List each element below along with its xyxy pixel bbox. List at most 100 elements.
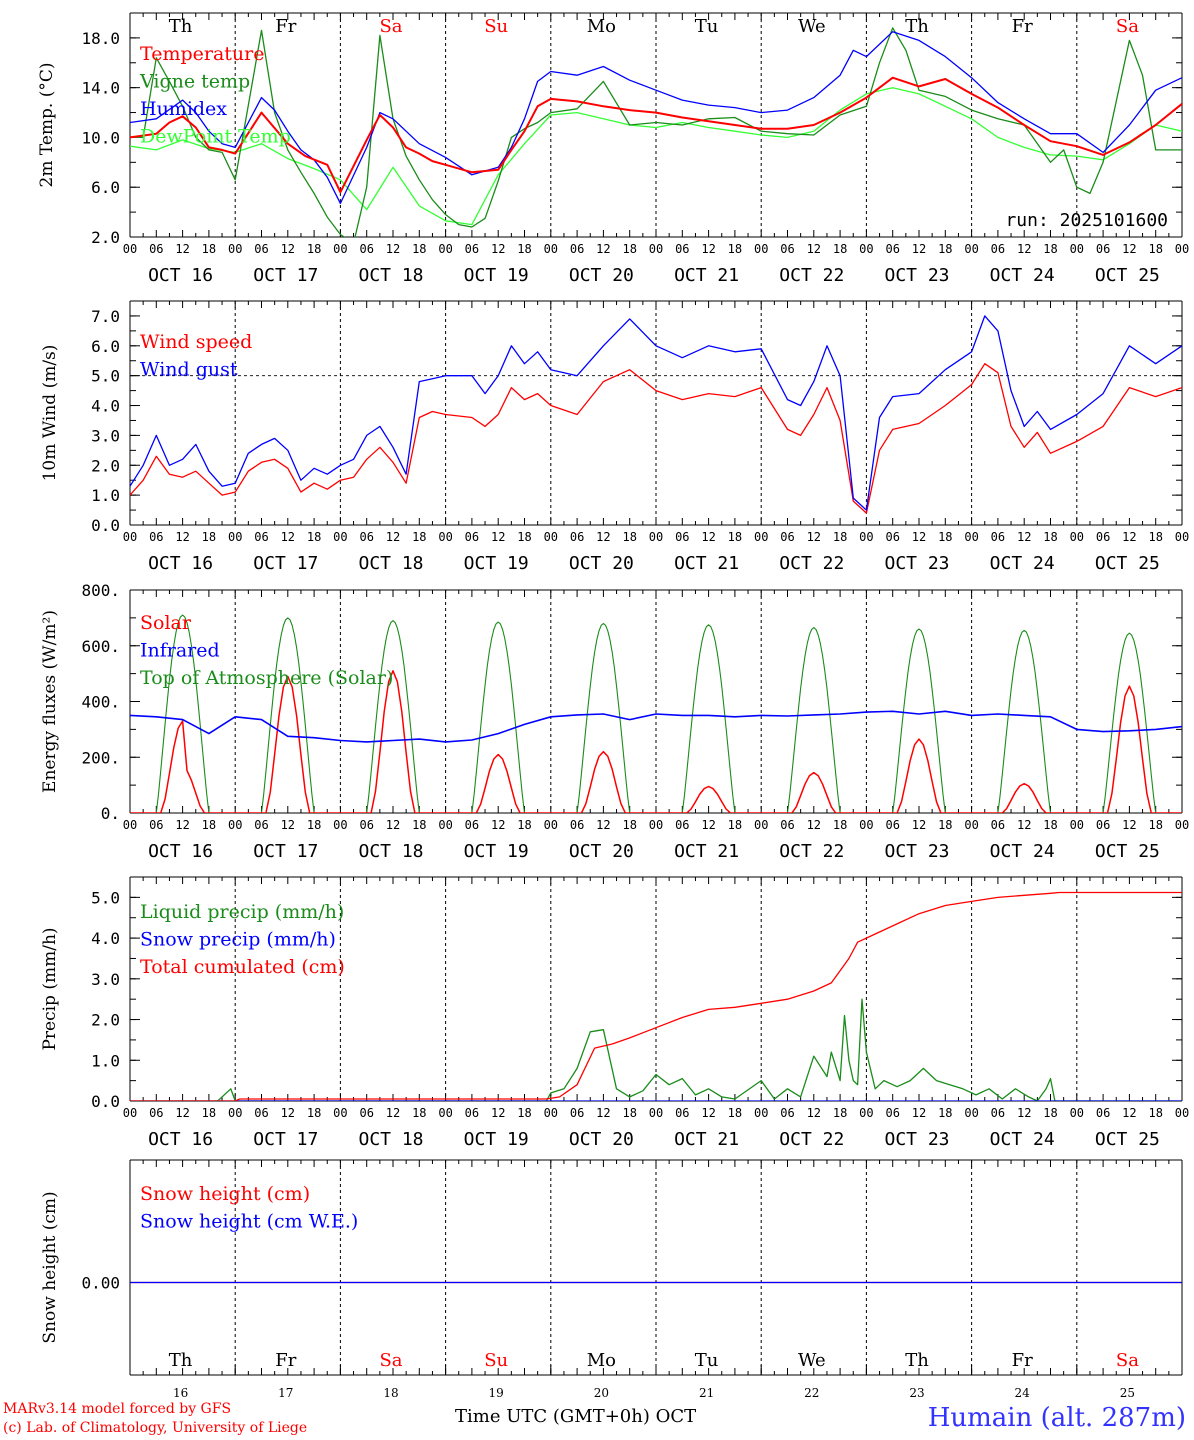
x-hour-label: 12 [1122, 818, 1136, 832]
x-hour-label: 00 [964, 530, 978, 544]
x-hour-label: 12 [386, 242, 400, 256]
x-hour-label: 06 [780, 1106, 794, 1120]
x-hour-label: 06 [254, 1106, 268, 1120]
x-hour-label: 00 [1175, 530, 1189, 544]
x-hour-label: 12 [596, 818, 610, 832]
x-hour-label: 06 [465, 242, 479, 256]
x-hour-label: 00 [754, 1106, 768, 1120]
day-of-week-label: We [798, 1350, 826, 1371]
x-date-label: OCT 21 [674, 265, 739, 286]
x-date-label: OCT 23 [884, 841, 949, 862]
y-tick-label: 1.0 [91, 1051, 120, 1070]
day-number-label: 25 [1120, 1386, 1135, 1400]
x-hour-label: 18 [938, 530, 952, 544]
x-hour-label: 18 [307, 242, 321, 256]
x-hour-label: 12 [491, 530, 505, 544]
day-of-week-label: Th [905, 1350, 929, 1371]
legend-entry: Snow height (cm) [140, 1183, 310, 1205]
y-tick-label: 0. [101, 804, 120, 823]
x-hour-label: 12 [1122, 242, 1136, 256]
x-hour-label: 12 [175, 530, 189, 544]
x-hour-label: 12 [1017, 1106, 1031, 1120]
y-tick-label: 10.0 [81, 128, 120, 147]
x-hour-label: 06 [149, 530, 163, 544]
legend-entry: Vigne temp [139, 71, 250, 93]
legend-entry: Liquid precip (mm/h) [140, 901, 344, 923]
legend-entry: Wind speed [140, 331, 252, 353]
y-tick-label: 600. [81, 637, 120, 656]
x-hour-label: 18 [622, 530, 636, 544]
x-hour-label: 12 [175, 818, 189, 832]
x-hour-label: 18 [202, 530, 216, 544]
x-date-label: OCT 19 [464, 553, 529, 574]
x-hour-label: 12 [386, 818, 400, 832]
day-of-week-label: Su [484, 16, 508, 37]
x-hour-label: 06 [885, 1106, 899, 1120]
y-axis-title: 2m Temp. (°C) [37, 62, 57, 187]
x-hour-label: 18 [412, 1106, 426, 1120]
day-number-label: 17 [278, 1386, 293, 1400]
x-hour-label: 00 [649, 1106, 663, 1120]
x-date-label: OCT 18 [358, 1129, 423, 1150]
x-hour-label: 06 [1096, 818, 1110, 832]
legend-entry: DewPoint Temp [140, 126, 291, 148]
x-hour-label: 18 [622, 818, 636, 832]
x-hour-label: 06 [149, 1106, 163, 1120]
x-date-label: OCT 18 [358, 553, 423, 574]
x-hour-label: 06 [780, 818, 794, 832]
x-hour-label: 06 [570, 242, 584, 256]
x-hour-label: 06 [885, 818, 899, 832]
x-hour-label: 12 [1122, 1106, 1136, 1120]
x-hour-label: 00 [859, 1106, 873, 1120]
x-hour-label: 00 [1175, 242, 1189, 256]
x-hour-label: 18 [202, 818, 216, 832]
x-hour-label: 12 [281, 530, 295, 544]
day-number-label: 20 [594, 1386, 609, 1400]
x-hour-label: 18 [728, 242, 742, 256]
x-hour-label: 06 [254, 530, 268, 544]
x-hour-label: 12 [281, 818, 295, 832]
x-hour-label: 12 [807, 1106, 821, 1120]
x-hour-label: 18 [1148, 818, 1162, 832]
day-of-week-label: Fr [275, 16, 296, 37]
day-of-week-label: We [798, 16, 826, 37]
x-hour-label: 06 [780, 242, 794, 256]
x-hour-label: 12 [175, 1106, 189, 1120]
y-tick-label: 4.0 [91, 929, 120, 948]
x-hour-label: 00 [438, 1106, 452, 1120]
x-hour-label: 12 [701, 530, 715, 544]
day-number-label: 24 [1015, 1386, 1031, 1400]
x-hour-label: 00 [964, 818, 978, 832]
x-hour-label: 00 [544, 818, 558, 832]
x-hour-label: 06 [359, 818, 373, 832]
x-hour-label: 00 [1070, 530, 1084, 544]
x-hour-label: 00 [438, 818, 452, 832]
day-of-week-label: Su [484, 1350, 508, 1371]
x-hour-label: 06 [1096, 242, 1110, 256]
x-hour-label: 18 [517, 818, 531, 832]
x-hour-label: 12 [807, 818, 821, 832]
x-hour-label: 18 [412, 242, 426, 256]
x-date-label: OCT 20 [569, 1129, 634, 1150]
day-of-week-label: Fr [1012, 1350, 1033, 1371]
day-of-week-label: Fr [275, 1350, 296, 1371]
model-credit: MARv3.14 model forced by GFS [3, 1401, 232, 1417]
x-hour-label: 12 [491, 818, 505, 832]
x-hour-label: 06 [1096, 530, 1110, 544]
x-hour-label: 12 [491, 1106, 505, 1120]
y-tick-label: 400. [81, 693, 120, 712]
x-date-label: OCT 17 [253, 553, 318, 574]
legend-entry: Humidex [140, 98, 227, 120]
y-tick-label: 3.0 [91, 970, 120, 989]
y-tick-label: 2.0 [91, 228, 120, 247]
y-tick-label: 3.0 [91, 426, 120, 445]
x-hour-label: 00 [123, 242, 137, 256]
legend-entry: Total cumulated (cm) [140, 956, 345, 978]
series-wind-gust [130, 315, 1182, 511]
x-hour-label: 06 [149, 242, 163, 256]
x-hour-label: 18 [728, 818, 742, 832]
y-tick-label: 18.0 [81, 29, 120, 48]
x-hour-label: 12 [386, 530, 400, 544]
x-hour-label: 18 [517, 1106, 531, 1120]
x-hour-label: 00 [544, 530, 558, 544]
